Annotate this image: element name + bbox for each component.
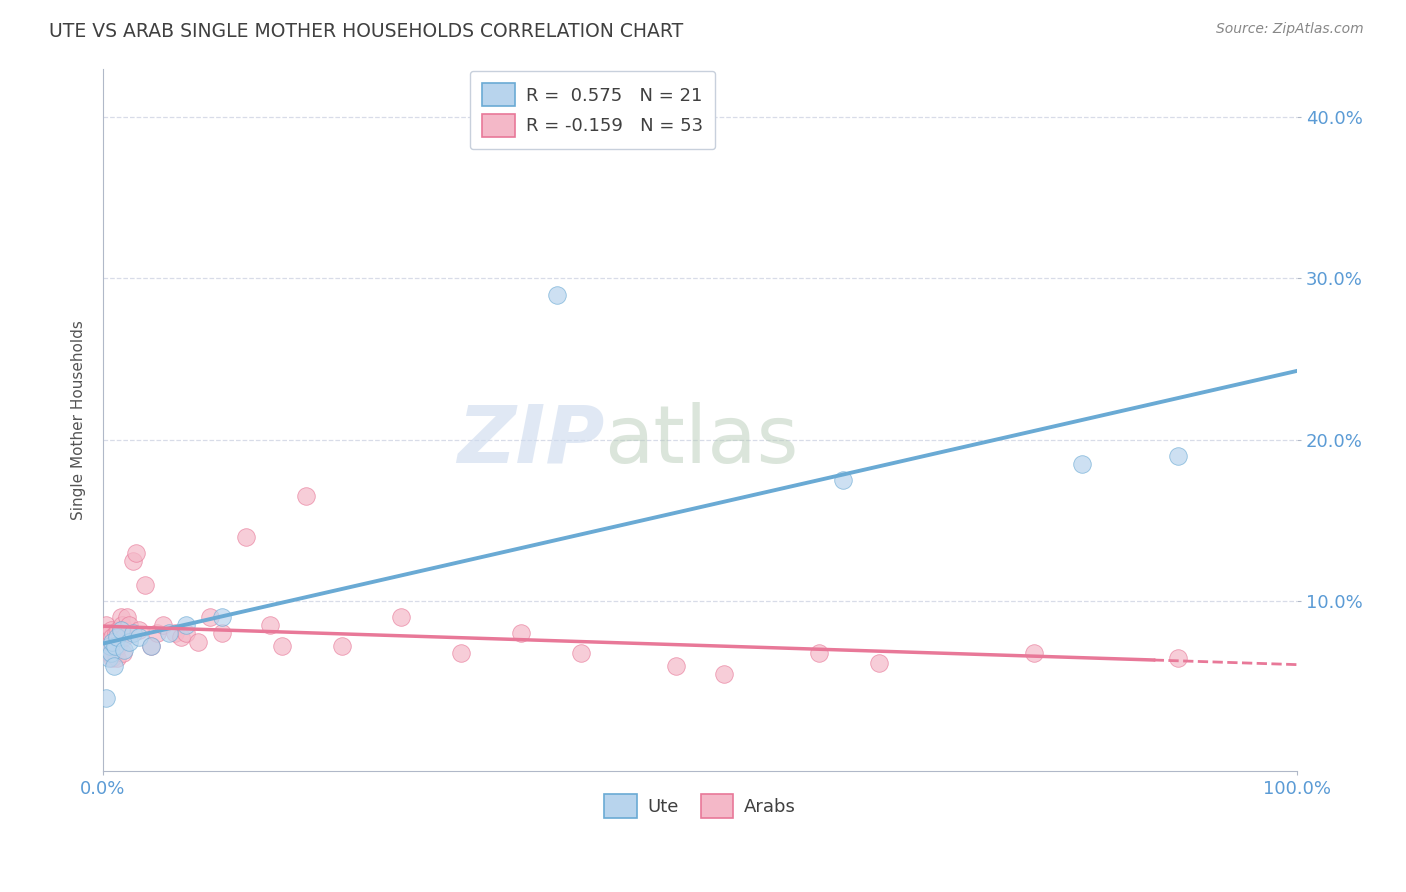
Point	[271, 640, 294, 654]
Point	[110, 624, 132, 638]
Point	[111, 618, 134, 632]
Point	[163, 626, 186, 640]
Point	[259, 618, 281, 632]
Point	[110, 610, 132, 624]
Point	[808, 646, 831, 660]
Point	[118, 618, 141, 632]
Point	[1024, 646, 1046, 660]
Point	[107, 624, 129, 638]
Point	[121, 626, 143, 640]
Point	[105, 650, 128, 665]
Point	[97, 634, 120, 648]
Point	[330, 640, 353, 654]
Point	[101, 630, 124, 644]
Point	[101, 634, 124, 648]
Point	[112, 630, 135, 644]
Point	[211, 626, 233, 640]
Point	[96, 691, 118, 706]
Point	[96, 618, 118, 632]
Point	[128, 624, 150, 638]
Point	[211, 610, 233, 624]
Point	[569, 646, 592, 660]
Point	[121, 554, 143, 568]
Point	[98, 642, 121, 657]
Point	[1167, 650, 1189, 665]
Point	[391, 610, 413, 624]
Point	[107, 640, 129, 654]
Point	[295, 489, 318, 503]
Point	[1167, 449, 1189, 463]
Point	[134, 578, 156, 592]
Point	[200, 610, 222, 624]
Point	[176, 626, 198, 640]
Point	[104, 634, 127, 648]
Point	[128, 630, 150, 644]
Point	[868, 656, 890, 670]
Point	[112, 646, 135, 660]
Point	[108, 630, 131, 644]
Point	[145, 626, 167, 640]
Point	[94, 626, 117, 640]
Text: UTE VS ARAB SINGLE MOTHER HOUSEHOLDS CORRELATION CHART: UTE VS ARAB SINGLE MOTHER HOUSEHOLDS COR…	[49, 22, 683, 41]
Point	[509, 626, 531, 640]
Point	[104, 646, 127, 660]
Point	[1071, 457, 1094, 471]
Point	[187, 634, 209, 648]
Point	[103, 640, 125, 654]
Point	[97, 634, 120, 648]
Point	[105, 626, 128, 640]
Point	[98, 640, 121, 654]
Point	[235, 530, 257, 544]
Point	[546, 287, 568, 301]
Legend: Ute, Arabs: Ute, Arabs	[598, 788, 803, 825]
Y-axis label: Single Mother Households: Single Mother Households	[72, 319, 86, 519]
Point	[112, 642, 135, 657]
Point	[97, 646, 120, 660]
Point	[139, 640, 162, 654]
Point	[103, 658, 125, 673]
Point	[104, 640, 127, 654]
Point	[176, 618, 198, 632]
Point	[157, 626, 180, 640]
Text: ZIP: ZIP	[457, 401, 605, 480]
Point	[169, 630, 191, 644]
Point	[100, 646, 122, 660]
Point	[100, 624, 122, 638]
Point	[139, 640, 162, 654]
Point	[110, 624, 132, 638]
Point	[118, 634, 141, 648]
Text: Source: ZipAtlas.com: Source: ZipAtlas.com	[1216, 22, 1364, 37]
Point	[125, 546, 148, 560]
Point	[101, 650, 124, 665]
Point	[152, 618, 174, 632]
Point	[450, 646, 472, 660]
Point	[115, 610, 138, 624]
Point	[98, 626, 121, 640]
Point	[713, 666, 735, 681]
Point	[665, 658, 688, 673]
Point	[105, 630, 128, 644]
Point	[97, 650, 120, 665]
Text: atlas: atlas	[605, 401, 799, 480]
Point	[832, 473, 855, 487]
